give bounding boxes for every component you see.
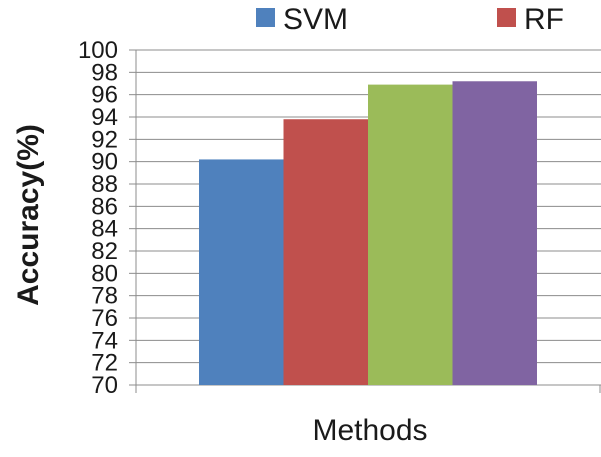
y-tick-label-98: 98 (91, 59, 118, 86)
y-tick-label-94: 94 (91, 104, 118, 131)
bars (199, 81, 537, 386)
legend: SVM RF (256, 3, 564, 36)
y-tick-label-86: 86 (91, 193, 118, 220)
y-tick-label-72: 72 (91, 350, 118, 377)
legend-label-svm: SVM (283, 3, 348, 36)
y-tick-label-82: 82 (91, 238, 118, 265)
y-tick-label-88: 88 (91, 171, 118, 198)
y-axis-title: Accuracy(%) (12, 124, 45, 306)
y-tick-label-90: 90 (91, 149, 118, 176)
legend-swatch-svm (256, 8, 275, 27)
y-tick-label-76: 76 (91, 305, 118, 332)
bar-series-4 (452, 81, 537, 386)
legend-label-rf: RF (524, 3, 564, 36)
y-tick-label-78: 78 (91, 283, 118, 310)
y-tick-label-100: 100 (78, 37, 118, 64)
y-tick-label-84: 84 (91, 216, 118, 243)
y-tick-label-92: 92 (91, 126, 118, 153)
x-axis-title: Methods (312, 414, 427, 447)
bar-rf (283, 119, 368, 385)
y-tick-label-96: 96 (91, 82, 118, 109)
y-tick-label-70: 70 (91, 372, 118, 399)
bar-svm (199, 159, 284, 385)
bar-series-3 (368, 84, 453, 385)
y-tick-label-74: 74 (91, 327, 118, 354)
legend-swatch-rf (497, 8, 516, 27)
y-tick-label-80: 80 (91, 260, 118, 287)
